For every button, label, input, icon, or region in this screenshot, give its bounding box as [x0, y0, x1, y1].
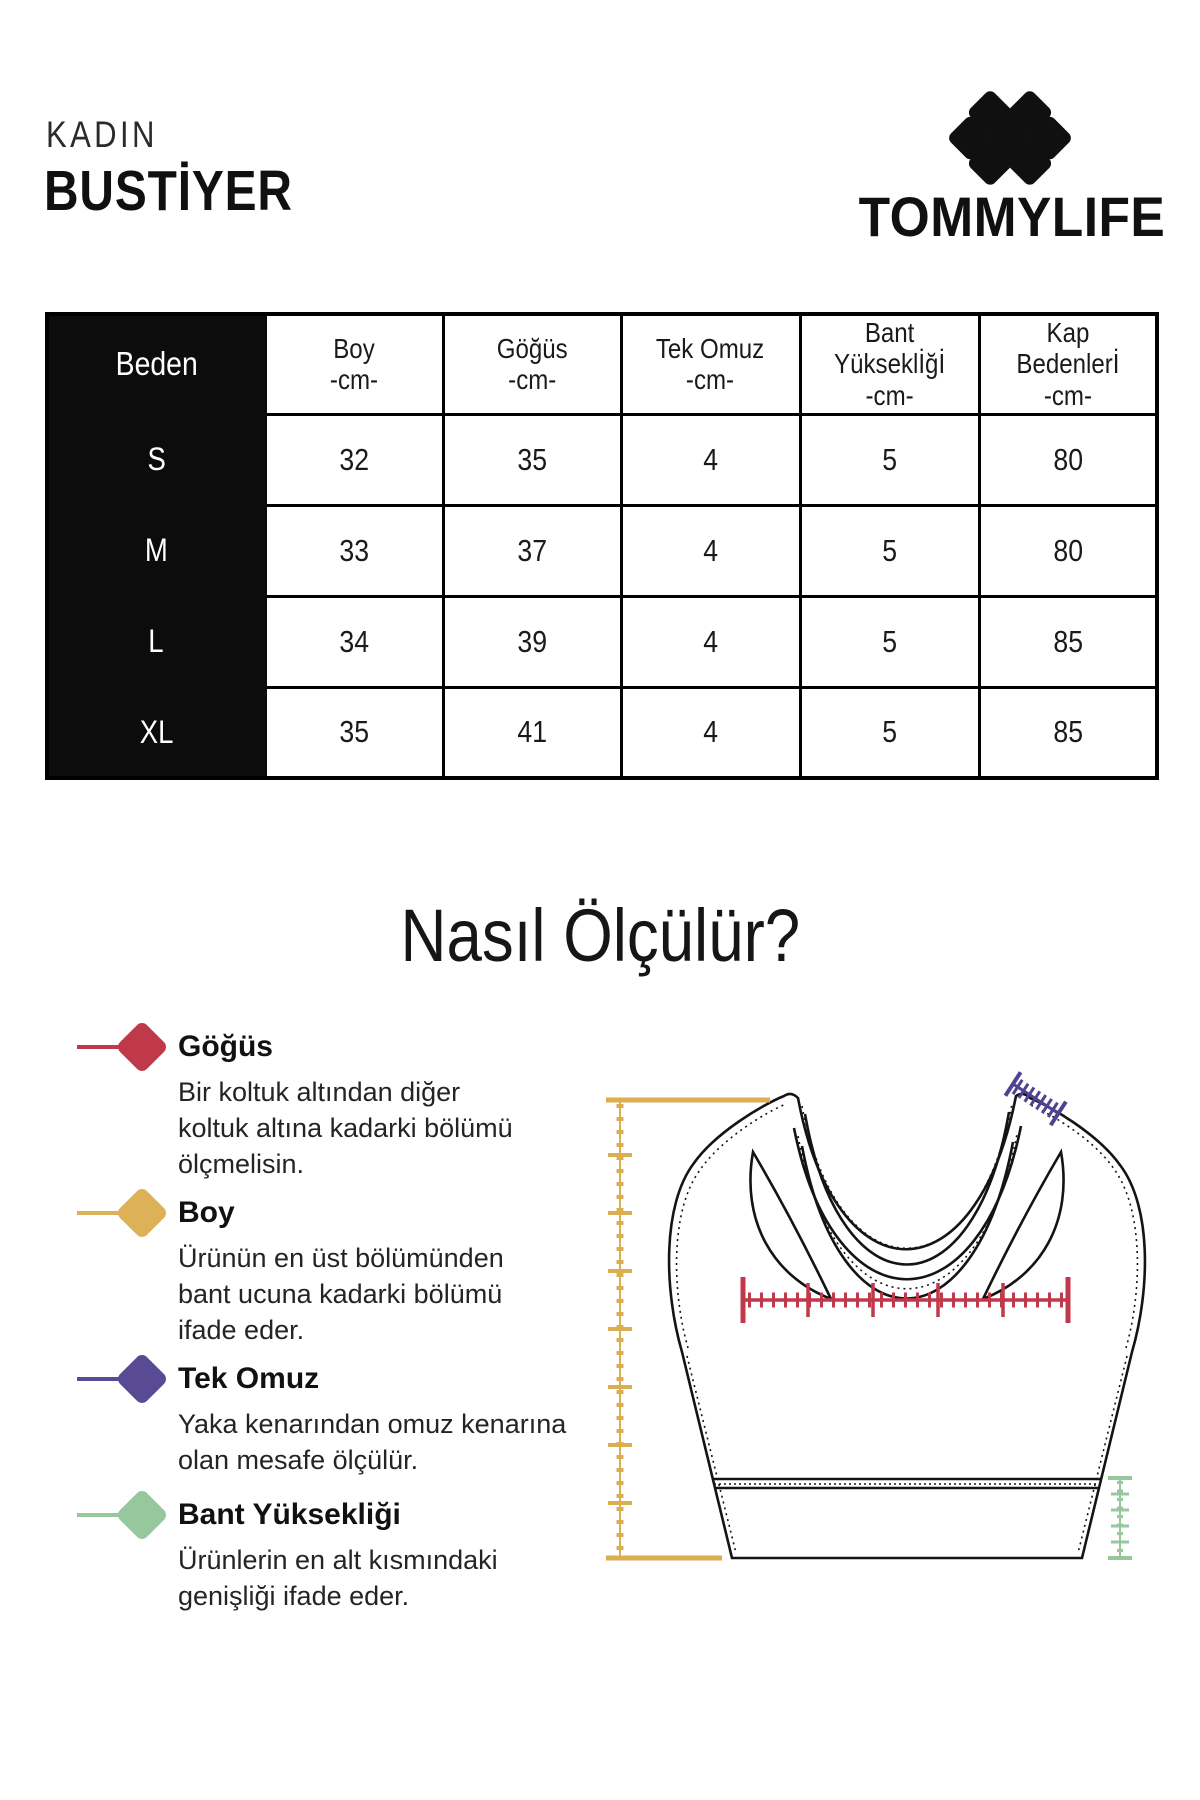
- table-row: S 32 35 4 5 80: [45, 412, 1159, 507]
- brand-logo: [944, 86, 1076, 195]
- legend-item-boy: Boy Ürünün en üst bölümünden bant ucuna …: [77, 1186, 597, 1348]
- column-header-kap-bedenleri: Kap Bedenlerİ -cm-: [977, 312, 1159, 416]
- boy-ruler: [606, 1097, 770, 1561]
- table-header-row: Beden Boy -cm- Göğüs -cm- Tek Omuz -cm- …: [45, 312, 1159, 416]
- bra-measurement-diagram: [560, 1055, 1160, 1685]
- gogus-diamond-icon: [115, 1020, 169, 1074]
- legend-label: Bant Yüksekliği: [178, 1498, 401, 1531]
- brand-name: TOMMYLIFE: [858, 185, 1165, 248]
- legend-description: Ürünün en üst bölümünden bant ucuna kada…: [178, 1242, 504, 1345]
- legend-label: Göğüs: [178, 1030, 273, 1063]
- size-chart-table: Beden Boy -cm- Göğüs -cm- Tek Omuz -cm- …: [45, 312, 1159, 780]
- gogus-marker: [77, 1020, 247, 1074]
- legend-item-gogus: Göğüs Bir koltuk altından diğer koltuk a…: [77, 1020, 597, 1182]
- boy-marker: [77, 1186, 247, 1240]
- gogus-ruler: [740, 1277, 1071, 1323]
- bra-diagram-svg: [606, 1071, 1147, 1561]
- bant-ruler: [1108, 1476, 1132, 1560]
- size-label-cell: S: [45, 412, 267, 507]
- gogus-marker-line-icon: [77, 1045, 129, 1049]
- bant-marker: [77, 1488, 247, 1542]
- size-label-cell: M: [45, 503, 267, 598]
- boy-marker-line-icon: [77, 1211, 129, 1215]
- legend-description: Bir koltuk altından diğer koltuk altına …: [178, 1076, 513, 1179]
- bant-marker-line-icon: [77, 1513, 129, 1517]
- column-header-boy: Boy -cm-: [263, 312, 445, 416]
- legend-label: Boy: [178, 1196, 235, 1229]
- table-row: M 33 37 4 5 80: [45, 503, 1159, 598]
- how-to-measure-title: Nasıl Ölçülür?: [400, 894, 800, 977]
- column-header-tek-omuz: Tek Omuz -cm-: [619, 312, 802, 416]
- category-title: KADIN: [46, 114, 158, 155]
- size-label-cell: L: [45, 594, 267, 689]
- size-label-cell: XL: [45, 685, 267, 780]
- column-header-gogus: Göğüs -cm-: [441, 312, 623, 416]
- boy-diamond-icon: [115, 1186, 169, 1240]
- tek-omuz-ruler: [1003, 1071, 1068, 1127]
- stitch-lines: [675, 1103, 1139, 1554]
- brand-logo-diamonds-icon: [949, 91, 1071, 185]
- product-title: BUSTİYER: [44, 159, 293, 223]
- legend-label: Tek Omuz: [178, 1362, 320, 1395]
- tek-omuz-diamond-icon: [115, 1352, 169, 1406]
- legend-description: Ürünlerin en alt kısmındaki genişliği if…: [178, 1544, 498, 1611]
- bant-diamond-icon: [115, 1488, 169, 1542]
- bra-outline: [667, 1092, 1147, 1560]
- tek-omuz-marker: [77, 1352, 247, 1406]
- table-corner-cell: Beden: [45, 312, 267, 416]
- legend-item-tek-omuz: Tek Omuz Yaka kenarından omuz kenarına o…: [77, 1352, 597, 1478]
- tek-omuz-marker-line-icon: [77, 1377, 129, 1381]
- legend-item-bant-yuksekligi: Bant Yüksekliği Ürünlerin en alt kısmınd…: [77, 1488, 597, 1614]
- table-row: L 34 39 4 5 85: [45, 594, 1159, 689]
- table-row: XL 35 41 4 5 85: [45, 685, 1159, 780]
- column-header-bant-yuksekligi: Bant Yükseklİğİ -cm-: [798, 312, 981, 416]
- legend-description: Yaka kenarından omuz kenarına olan mesaf…: [178, 1408, 567, 1475]
